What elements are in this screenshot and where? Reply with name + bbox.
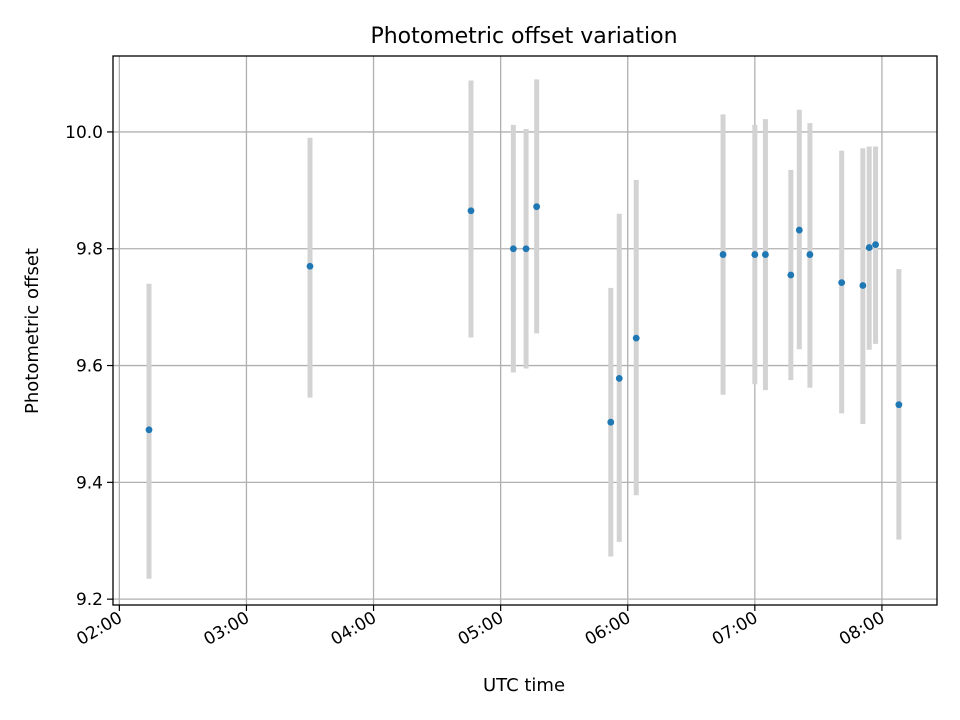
error-bars xyxy=(146,79,902,579)
x-tick-label: 08:00 xyxy=(836,608,888,650)
x-tick-label: 05:00 xyxy=(455,608,507,650)
x-tick-label: 04:00 xyxy=(328,608,380,650)
data-point xyxy=(522,245,530,253)
data-point xyxy=(632,334,640,342)
data-point xyxy=(751,251,759,258)
x-axis-ticks: 02:00 03:00 04:00 05:00 06:00 07:00 08:00 xyxy=(73,605,888,650)
data-point xyxy=(533,203,541,211)
x-tick-label: 06:00 xyxy=(582,608,634,650)
data-point xyxy=(762,251,769,258)
y-tick-label: 9.8 xyxy=(76,240,103,260)
y-axis-ticks: 9.2 9.4 9.6 9.8 10.0 xyxy=(65,123,113,610)
chart-title: Photometric offset variation xyxy=(370,24,677,49)
data-point xyxy=(615,374,623,382)
y-tick-label: 10.0 xyxy=(65,123,103,143)
data-point xyxy=(467,207,475,215)
data-point xyxy=(719,251,727,258)
y-tick-label: 9.2 xyxy=(76,590,103,610)
x-tick-label: 02:00 xyxy=(73,608,125,650)
data-point xyxy=(859,282,867,289)
data-point xyxy=(145,426,153,434)
y-tick-label: 9.6 xyxy=(76,357,103,377)
y-tick-label: 9.4 xyxy=(76,473,103,493)
data-point xyxy=(306,262,314,270)
data-point xyxy=(865,244,873,251)
data-point xyxy=(838,279,846,287)
data-point xyxy=(509,245,517,253)
x-axis-label: UTC time xyxy=(483,675,565,696)
plot-frame xyxy=(112,55,938,606)
data-point xyxy=(787,271,795,279)
data-point xyxy=(607,418,615,426)
x-tick-label: 03:00 xyxy=(201,608,253,650)
x-tick-label: 07:00 xyxy=(709,608,761,650)
data-point xyxy=(895,401,903,409)
data-points xyxy=(145,203,903,434)
data-point xyxy=(806,251,814,258)
y-axis-label: Photometric offset xyxy=(22,248,43,414)
data-point xyxy=(795,226,803,234)
data-point xyxy=(872,241,879,249)
